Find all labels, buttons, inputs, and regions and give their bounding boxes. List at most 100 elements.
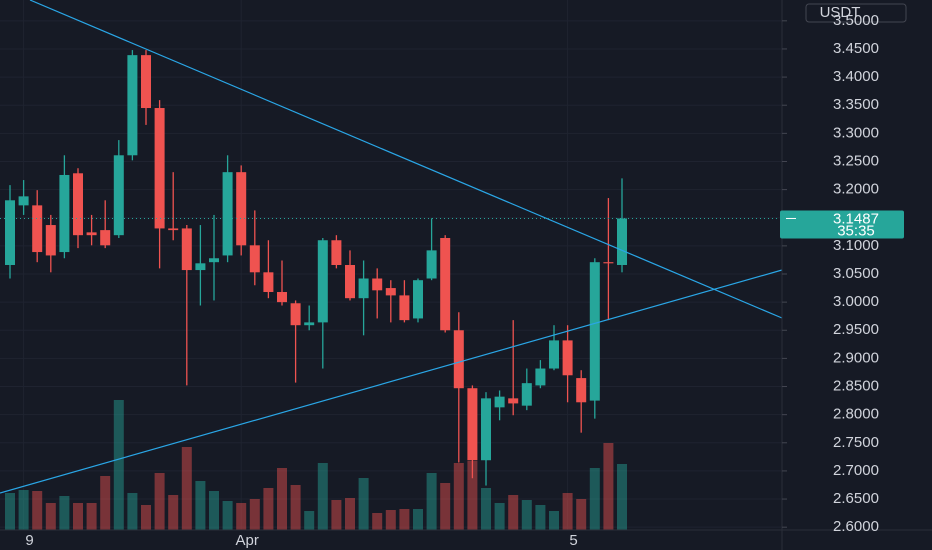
candle-body: [562, 340, 573, 376]
volume-bar: [195, 481, 206, 530]
volume-bar: [385, 510, 396, 530]
y-tick-label: 2.8500: [833, 377, 879, 394]
volume-bar: [426, 473, 437, 530]
volume-bar: [141, 505, 151, 530]
candle-body: [32, 205, 43, 253]
candle-body: [154, 108, 165, 229]
y-tick-label: 3.4000: [833, 68, 879, 85]
candle-body: [127, 55, 138, 156]
candle-body: [73, 173, 83, 236]
volume-bar: [603, 443, 614, 530]
volume-bar: [440, 483, 451, 530]
volume-bar: [372, 513, 383, 530]
y-tick-label: 2.8000: [833, 406, 879, 423]
volume-bar: [263, 488, 274, 530]
candle-body: [467, 388, 478, 461]
candle-body: [277, 292, 287, 303]
volume-bar: [304, 511, 315, 530]
candle-body: [494, 396, 505, 408]
volume-bar: [508, 495, 519, 530]
grid: [0, 0, 782, 530]
volume-bar: [617, 464, 627, 530]
volume-bar: [209, 491, 219, 530]
candle-body: [141, 55, 151, 109]
candle-body: [195, 263, 206, 271]
candle-body: [168, 228, 179, 231]
candle-body: [521, 383, 532, 406]
candle-body: [576, 378, 587, 403]
candle-body: [413, 280, 423, 319]
candle-body: [481, 398, 491, 461]
volume-pane: [5, 400, 627, 530]
candle-body: [358, 278, 369, 299]
volume-bar: [317, 463, 328, 530]
volume-bar: [86, 503, 97, 530]
y-tick-label: 3.2500: [833, 152, 879, 169]
volume-bar: [236, 503, 247, 530]
candle-body: [317, 240, 328, 323]
volume-bar: [127, 493, 138, 530]
trend-line: [0, 269, 783, 494]
volume-bar: [549, 511, 559, 530]
volume-bar: [168, 495, 179, 530]
volume-bar: [467, 461, 478, 530]
y-tick-label: 2.6000: [833, 518, 879, 535]
volume-bar: [535, 505, 546, 530]
volume-bar: [331, 500, 342, 530]
candle-body: [45, 225, 56, 256]
candle-body: [181, 228, 192, 271]
x-tick-label: 9: [25, 532, 33, 549]
candle-body: [263, 272, 274, 293]
candle-body: [18, 196, 29, 206]
candle-body: [617, 218, 627, 265]
volume-bar: [249, 499, 260, 530]
volume-bar: [494, 503, 505, 530]
last-price-label: 3.1487: [833, 210, 879, 227]
candle-body: [372, 278, 383, 291]
volume-bar: [453, 463, 464, 530]
volume-bar: [399, 509, 410, 530]
candle-body: [385, 288, 396, 296]
volume-bar: [73, 503, 83, 530]
candle-body: [5, 200, 15, 265]
candle-body: [290, 303, 301, 326]
volume-bar: [345, 498, 355, 530]
y-tick-label: 3.1000: [833, 237, 879, 254]
volume-bar: [113, 400, 124, 530]
y-tick-label: 2.9500: [833, 321, 879, 338]
volume-bar: [290, 485, 301, 530]
trend-line: [29, 0, 783, 319]
candles: [5, 50, 627, 486]
candle-body: [508, 398, 519, 404]
candle-body: [603, 262, 614, 264]
candle-body: [453, 330, 464, 389]
volume-bar: [32, 491, 43, 530]
volume-bar: [45, 503, 56, 530]
currency-box[interactable]: [805, 3, 907, 23]
candle-body: [59, 174, 70, 253]
volume-bar: [358, 478, 369, 530]
y-tick-label: 3.2000: [833, 181, 879, 198]
y-tick-label: 3.4500: [833, 40, 879, 57]
x-tick-label: Apr: [236, 532, 259, 549]
candle-body: [399, 295, 410, 321]
volume-bar: [521, 500, 532, 530]
volume-bar: [154, 473, 165, 530]
countdown-label: 35:35: [837, 222, 875, 239]
volume-bar: [100, 476, 111, 530]
candle-body: [100, 230, 111, 246]
candle-body: [440, 237, 451, 331]
volume-bar: [5, 493, 15, 530]
candle-body: [209, 258, 219, 263]
y-tick-label: 3.3000: [833, 124, 879, 141]
volume-bar: [562, 493, 573, 530]
volume-bar: [18, 490, 29, 530]
volume-bar: [481, 488, 491, 530]
candle-body: [249, 245, 260, 273]
candle-body: [222, 172, 233, 256]
volume-bar: [277, 468, 287, 530]
x-tick-label: 5: [569, 532, 577, 549]
y-tick-label: 2.7500: [833, 434, 879, 451]
